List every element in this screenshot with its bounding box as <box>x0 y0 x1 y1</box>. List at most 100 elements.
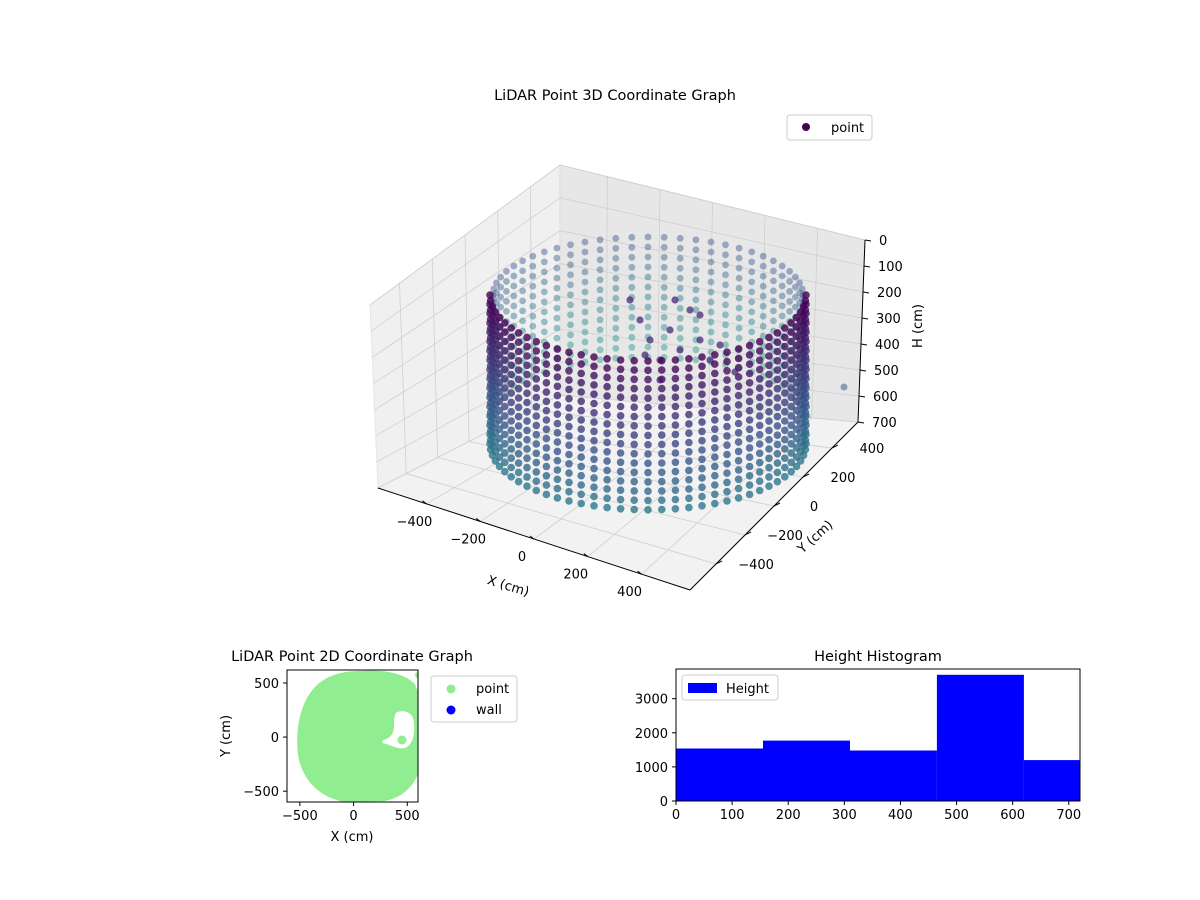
point-3d <box>542 360 551 369</box>
point-3d <box>735 274 743 282</box>
point-3d <box>658 403 666 412</box>
point-3d <box>644 357 652 365</box>
point-3d <box>735 264 743 272</box>
point-3d <box>491 457 500 465</box>
point-3d <box>711 425 719 434</box>
chart-3d-z-axis-label: H (cm) <box>911 304 926 348</box>
point-3d <box>676 244 684 252</box>
point-3d <box>553 466 562 474</box>
point-3d <box>644 323 652 331</box>
point-3d <box>745 341 754 350</box>
point-3d <box>486 300 494 309</box>
point-3d <box>553 254 561 262</box>
point-3d <box>786 278 793 285</box>
x-tick-label: 0 <box>672 808 680 823</box>
point-3d <box>745 434 754 443</box>
point-3d <box>644 303 652 311</box>
point-cloud-region <box>297 670 418 802</box>
point-3d <box>542 444 551 452</box>
point-3d <box>671 458 680 467</box>
point-3d <box>658 394 666 402</box>
point-3d <box>514 431 523 440</box>
point-3d <box>553 391 562 400</box>
point-3d <box>529 302 537 310</box>
point-3d <box>735 294 743 302</box>
legend-height-swatch <box>688 683 717 693</box>
point-3d <box>748 268 756 276</box>
point-3d <box>676 254 684 262</box>
point-3d <box>792 406 801 415</box>
point-3d <box>698 464 706 473</box>
point-3d <box>540 258 548 266</box>
x-gridline-back <box>708 202 713 409</box>
point-3d <box>553 429 562 437</box>
point-3d <box>581 268 589 276</box>
point-3d <box>773 375 782 384</box>
point-3d <box>748 248 756 256</box>
point-3d <box>711 416 719 424</box>
point-3d <box>501 319 509 327</box>
point-3d <box>532 458 541 467</box>
point-3d <box>671 365 680 374</box>
point-3d <box>658 375 666 384</box>
point-3d <box>612 344 620 352</box>
point-3d <box>792 351 801 359</box>
point-3d <box>630 477 638 486</box>
point-3d <box>501 458 509 467</box>
point-3d <box>755 468 764 476</box>
point-3d <box>770 297 777 305</box>
point-3d <box>565 469 573 477</box>
point-3d <box>755 375 764 383</box>
point-3d <box>603 475 611 484</box>
point-3d <box>778 312 786 320</box>
point-3d <box>698 446 706 454</box>
point-3d <box>603 466 611 475</box>
point-3d <box>735 304 743 312</box>
point-3d <box>781 380 789 388</box>
point-3d <box>596 246 604 254</box>
point-3d <box>676 304 684 312</box>
point-3d <box>644 413 652 421</box>
point-3d <box>698 492 706 501</box>
point-3d <box>759 312 767 320</box>
point-3d <box>542 462 551 471</box>
point-3d <box>711 444 719 452</box>
point-3d <box>577 351 585 359</box>
point-3d <box>612 244 620 252</box>
point-3d <box>532 356 541 365</box>
y-tick-label: −200 <box>767 529 803 544</box>
point-3d <box>501 328 509 337</box>
point-3d <box>745 416 754 424</box>
point-3d <box>630 366 638 374</box>
point-3d <box>735 244 743 252</box>
point-3d <box>707 318 715 326</box>
point-3d <box>787 328 795 337</box>
point-3d <box>577 481 585 489</box>
point-3d <box>671 449 680 457</box>
point-3d <box>698 353 706 361</box>
point-3d <box>644 233 652 241</box>
point-3d <box>540 268 548 276</box>
legend-point-marker <box>446 684 456 694</box>
point-3d <box>658 487 666 495</box>
point-3d <box>799 302 808 311</box>
point-3d <box>676 314 684 322</box>
point-3d <box>792 397 801 406</box>
point-3d <box>711 499 719 508</box>
point-3d <box>603 494 611 503</box>
point-3d <box>565 441 573 450</box>
z-tick-label: 0 <box>879 234 887 249</box>
point-3d <box>596 316 604 324</box>
point-3d <box>755 412 764 420</box>
z-tick <box>864 239 872 242</box>
point-3d <box>581 288 589 296</box>
point-3d <box>773 329 782 337</box>
point-3d <box>723 441 731 450</box>
point-3d <box>792 416 801 424</box>
point-3d <box>765 333 773 342</box>
point-3d <box>660 343 668 351</box>
point-3d <box>778 282 786 290</box>
point-3d <box>792 453 801 461</box>
point-3d <box>707 308 715 316</box>
point-3d <box>577 406 585 415</box>
